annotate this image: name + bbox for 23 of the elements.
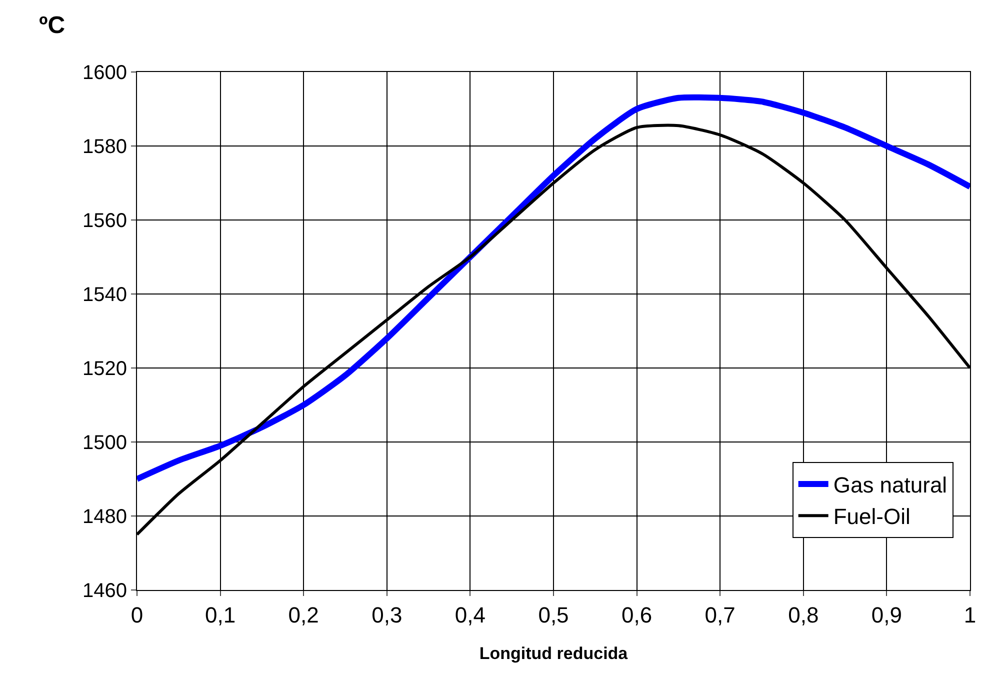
y-tick-label: 1540 <box>82 284 127 306</box>
legend-label: Fuel-Oil <box>833 504 910 530</box>
y-tick-label: 1560 <box>82 210 127 232</box>
y-tick-label: 1580 <box>82 136 127 158</box>
legend-label: Gas natural <box>833 472 948 498</box>
x-tick-label: 0 <box>130 602 144 628</box>
y-tick-label: 1600 <box>82 62 127 84</box>
x-tick-label: 0,8 <box>788 602 819 628</box>
x-tick-label: 0,9 <box>871 602 902 628</box>
y-tick-label: 1520 <box>82 358 127 380</box>
x-tick-label: 0,3 <box>372 602 402 628</box>
y-tick-label: 1500 <box>82 432 127 454</box>
x-axis-title: Longitud reducida <box>479 644 628 663</box>
x-tick-label: 0,6 <box>622 602 652 628</box>
x-tick-label: 0,1 <box>205 602 236 628</box>
x-tick-label: 0,7 <box>704 602 736 628</box>
x-tick-label: 0,5 <box>538 602 569 628</box>
x-tick-label: 0,2 <box>288 602 319 628</box>
y-tick-label: 1480 <box>82 506 127 528</box>
y-tick-label: 1460 <box>82 580 127 602</box>
x-tick-label: 1 <box>964 602 976 628</box>
y-axis-title: ºC <box>39 12 66 39</box>
x-tick-label: 0,4 <box>454 602 486 628</box>
